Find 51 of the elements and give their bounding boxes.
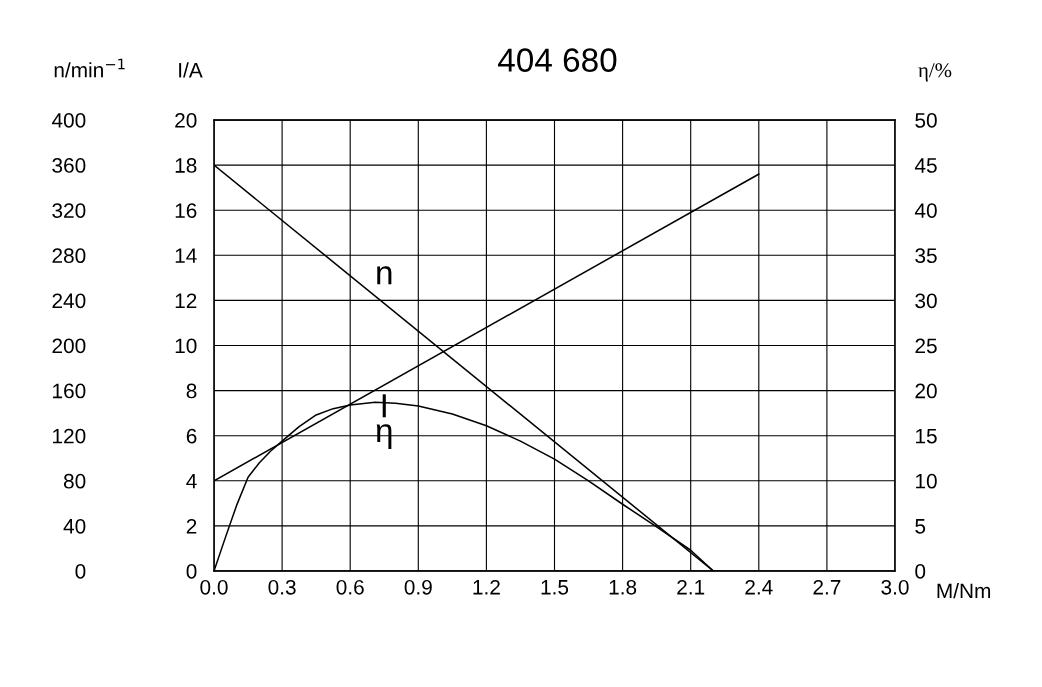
y2-tick-label: 25 bbox=[915, 338, 937, 354]
y-tick-label: 12 bbox=[175, 293, 197, 308]
x-tick-label: 1.8 bbox=[609, 579, 637, 595]
y3-tick-label: 280 bbox=[52, 248, 86, 264]
x-tick-label: 2.4 bbox=[745, 579, 773, 595]
y3-tick-label: 320 bbox=[52, 203, 86, 218]
y2-tick-label: 45 bbox=[914, 158, 937, 173]
y2-tick-label: 10 bbox=[916, 473, 937, 489]
y3-tick-label: 400 bbox=[51, 113, 86, 128]
x-tick-label: 3.0 bbox=[881, 579, 909, 595]
y-tick-label: 2 bbox=[186, 518, 197, 534]
x-tick-label: 0.9 bbox=[404, 579, 432, 595]
y-tick-label: 4 bbox=[186, 474, 197, 489]
y3-tick-label: 200 bbox=[52, 338, 86, 354]
series-label: n bbox=[377, 266, 392, 285]
series-label: I bbox=[382, 394, 386, 418]
x-tick-label: 0.6 bbox=[336, 579, 364, 595]
y-tick-label: 16 bbox=[175, 203, 197, 218]
y2-tick-label: 0 bbox=[915, 564, 926, 579]
x-tick-label: 0.3 bbox=[268, 579, 296, 595]
x-tick-label: 2.1 bbox=[677, 579, 705, 595]
y-tick-label: 18 bbox=[175, 158, 197, 173]
y3-tick-label: 0 bbox=[75, 564, 86, 579]
y-axis-title: I/A bbox=[179, 62, 203, 78]
x-tick-label: 1.2 bbox=[473, 579, 500, 595]
y3-tick-label: 80 bbox=[63, 473, 86, 489]
y3-axis-title: n/min$^{−1}$ bbox=[54, 58, 125, 78]
x-tick-label: 2.7 bbox=[813, 579, 841, 595]
y2-tick-label: 30 bbox=[915, 293, 937, 309]
x-axis-title: M/Nm bbox=[937, 582, 991, 599]
y-tick-label: 10 bbox=[175, 338, 197, 354]
y3-tick-label: 160 bbox=[53, 383, 86, 399]
y2-tick-label: 35 bbox=[915, 248, 937, 264]
y3-tick-label: 40 bbox=[63, 518, 86, 534]
y2-axis-title: η/% bbox=[918, 63, 952, 82]
y2-tick-label: 15 bbox=[916, 428, 937, 444]
y-tick-label: 0 bbox=[186, 564, 197, 579]
chart-title: 404 680 bbox=[498, 48, 617, 72]
y-tick-label: 8 bbox=[186, 383, 197, 399]
x-tick-label: 1.5 bbox=[541, 580, 569, 595]
y2-tick-label: 50 bbox=[915, 113, 937, 128]
x-tick-label: 0.0 bbox=[200, 579, 228, 595]
y2-tick-label: 40 bbox=[914, 203, 937, 218]
y3-tick-label: 120 bbox=[53, 428, 86, 444]
y-tick-label: 20 bbox=[175, 113, 197, 128]
y3-tick-label: 360 bbox=[52, 158, 86, 173]
y3-tick-label: 240 bbox=[52, 293, 86, 309]
y2-tick-label: 5 bbox=[915, 519, 926, 534]
y-tick-label: 14 bbox=[175, 248, 197, 263]
y-tick-label: 6 bbox=[186, 428, 197, 444]
y2-tick-label: 20 bbox=[915, 383, 937, 399]
